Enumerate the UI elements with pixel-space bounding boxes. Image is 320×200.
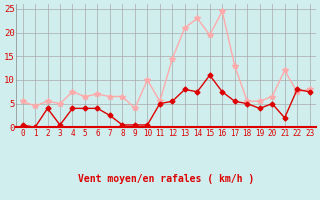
X-axis label: Vent moyen/en rafales ( km/h ): Vent moyen/en rafales ( km/h )	[78, 174, 254, 184]
